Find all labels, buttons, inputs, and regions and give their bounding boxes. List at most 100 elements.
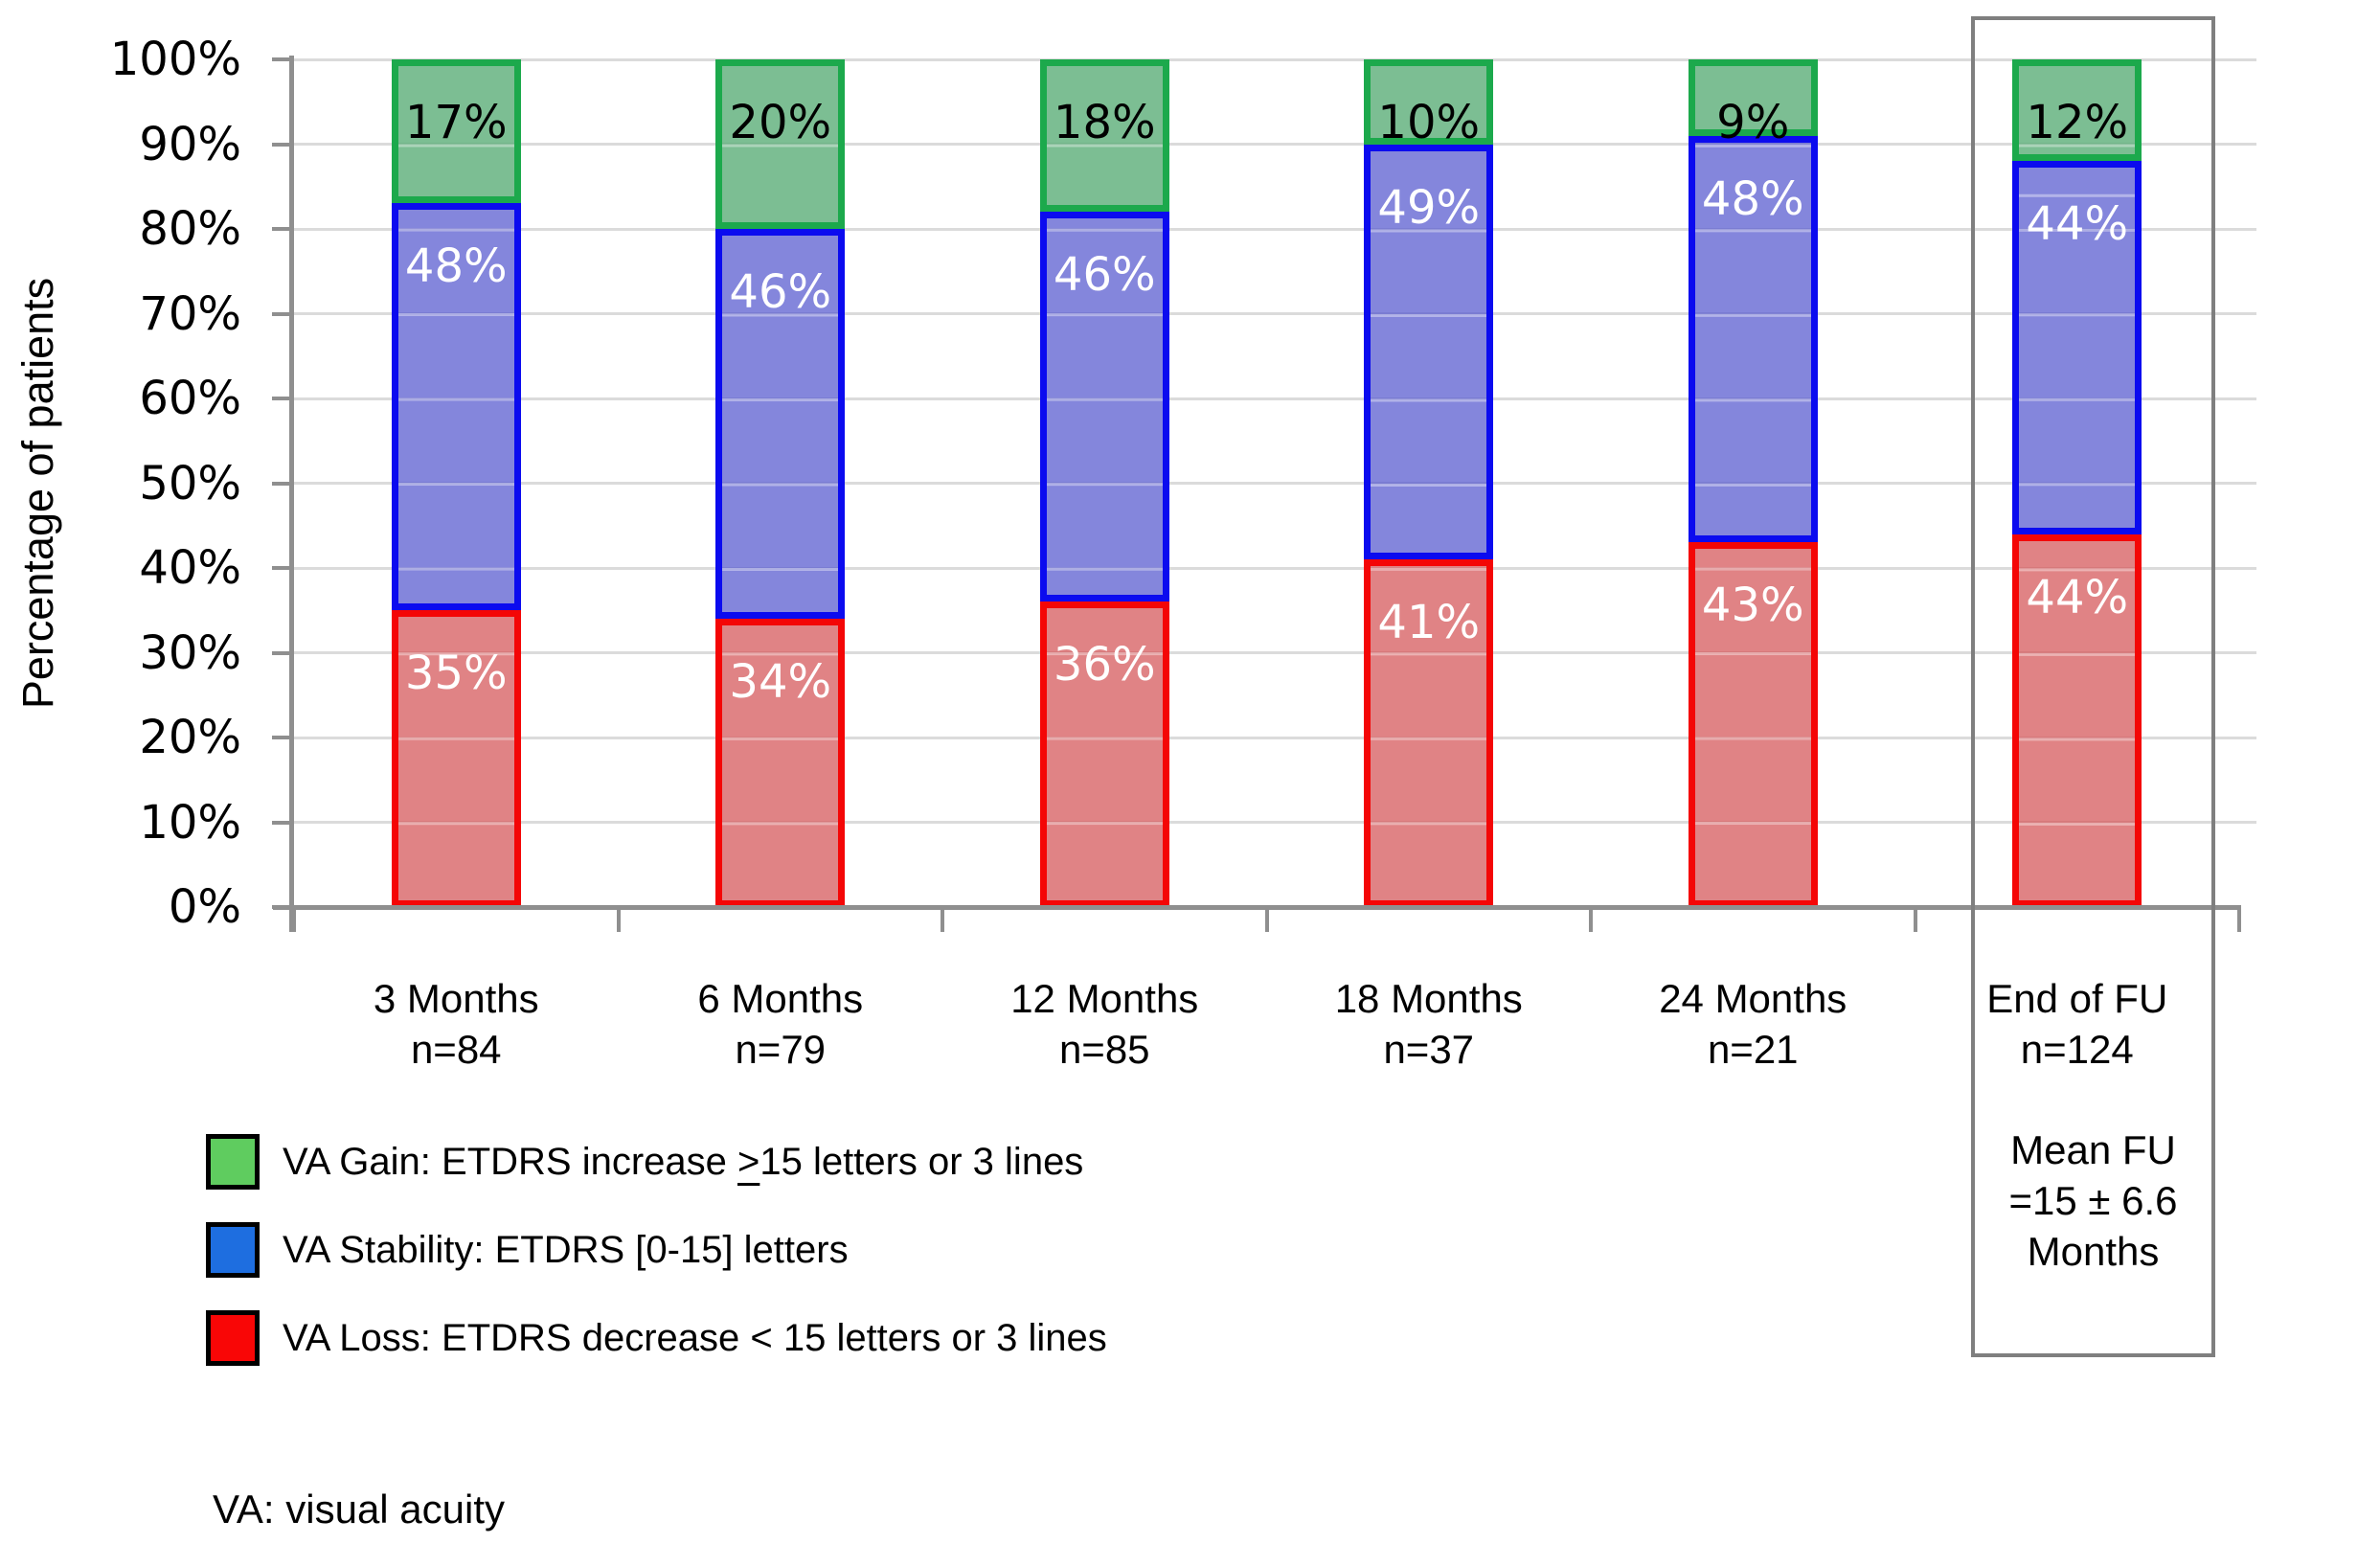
bar-segment-border-va-gain bbox=[1364, 59, 1494, 145]
x-axis-line bbox=[273, 905, 2241, 910]
y-axis-tick-label: 40% bbox=[139, 541, 241, 595]
bar-segment-va-stability bbox=[391, 203, 521, 611]
bar-segment-label: 12% bbox=[2026, 96, 2129, 149]
bar-segment-border-va-stability bbox=[1364, 144, 1494, 560]
mean-fu-note-line: Mean FU bbox=[2010, 1127, 2176, 1172]
y-axis-tick bbox=[272, 566, 294, 570]
y-axis-tick-label: 30% bbox=[139, 625, 241, 680]
footnote: VA: visual acuity bbox=[213, 1487, 506, 1532]
bar-segment-va-loss bbox=[1039, 601, 1169, 907]
va-gain-swatch-icon bbox=[206, 1134, 260, 1190]
bar-segment-border-va-loss bbox=[391, 610, 521, 907]
y-axis-tick-label: 80% bbox=[139, 202, 241, 256]
x-category-name: End of FU bbox=[1986, 976, 2168, 1021]
x-category-n: n=79 bbox=[735, 1027, 827, 1072]
y-axis-tick bbox=[272, 481, 294, 486]
bar-segment-border-va-stability bbox=[2012, 161, 2142, 534]
x-category-label: 12 Months n=85 bbox=[942, 973, 1267, 1075]
bar-segment-va-stability bbox=[715, 229, 846, 620]
x-category-n: n=124 bbox=[2020, 1027, 2134, 1072]
bar-segment-label: 44% bbox=[2026, 570, 2129, 624]
y-axis-tick bbox=[272, 311, 294, 316]
bar-segment-border-va-stability bbox=[1039, 212, 1169, 602]
bar-segment-border-va-gain bbox=[715, 59, 846, 229]
y-axis-tick bbox=[272, 736, 294, 739]
bar-segment-label: 41% bbox=[1377, 596, 1481, 650]
x-category-name: 12 Months bbox=[1010, 976, 1199, 1021]
x-axis-tick bbox=[616, 907, 621, 932]
bar-segment-va-loss bbox=[715, 619, 846, 907]
bar-segment-label: 46% bbox=[729, 265, 832, 319]
legend-label-va-gain-post: 15 letters or 3 lines bbox=[759, 1140, 1084, 1183]
bar-segment-va-stability bbox=[1688, 135, 1818, 543]
mean-fu-note-line: Months bbox=[2027, 1229, 2160, 1274]
bar-segment-border-va-stability bbox=[715, 229, 846, 620]
bar-segment-va-gain bbox=[1039, 59, 1169, 213]
legend-label-va-stability: VA Stability: ETDRS [0-15] letters bbox=[283, 1228, 849, 1271]
bar-segment-border-va-loss bbox=[1688, 542, 1818, 907]
legend-item-va-gain: VA Gain: ETDRS increase >15 letters or 3… bbox=[206, 1134, 1083, 1190]
x-category-n: n=21 bbox=[1707, 1027, 1799, 1072]
y-axis-tick bbox=[272, 227, 294, 231]
bar-segment-va-loss bbox=[391, 610, 521, 907]
x-category-label: 3 Months n=84 bbox=[294, 973, 619, 1075]
bar-segment-label: 20% bbox=[729, 96, 832, 149]
x-category-n: n=84 bbox=[410, 1027, 502, 1072]
bar-segment-va-gain bbox=[715, 59, 846, 229]
bar-segment-label: 44% bbox=[2026, 197, 2129, 252]
bar-segment-border-va-stability bbox=[1688, 135, 1818, 543]
bar-segment-va-stability bbox=[2012, 161, 2142, 534]
bar-segment-label: 17% bbox=[404, 96, 508, 149]
y-axis-tick-label: 50% bbox=[139, 456, 241, 511]
bar-segment-label: 46% bbox=[1053, 248, 1156, 303]
x-category-n: n=85 bbox=[1058, 1027, 1150, 1072]
y-axis-tick bbox=[272, 397, 294, 400]
bar-segment-label: 10% bbox=[1377, 96, 1481, 149]
bar-segment-va-gain bbox=[1364, 59, 1494, 145]
gridline bbox=[294, 143, 2256, 146]
y-axis-tick-label: 90% bbox=[139, 117, 241, 171]
legend-item-va-stability: VA Stability: ETDRS [0-15] letters bbox=[206, 1222, 849, 1278]
bar-segment-label: 9% bbox=[1716, 96, 1790, 149]
x-category-label: End of FU n=124 bbox=[1915, 973, 2240, 1075]
gridline bbox=[294, 397, 2256, 400]
bar-segment-va-gain bbox=[2012, 59, 2142, 162]
bar-segment-label: 34% bbox=[729, 655, 832, 710]
bar-segment-va-loss bbox=[1688, 542, 1818, 907]
greater-equal-symbol: > bbox=[737, 1140, 760, 1183]
x-axis-tick bbox=[1913, 907, 1917, 932]
legend-label-va-gain: VA Gain: ETDRS increase >15 letters or 3… bbox=[283, 1141, 1083, 1184]
legend-label-va-gain-pre: VA Gain: ETDRS increase bbox=[283, 1140, 737, 1183]
bar-segment-label: 48% bbox=[404, 239, 508, 294]
bar-segment-label: 43% bbox=[1701, 579, 1804, 633]
bar-segment-border-va-gain bbox=[1688, 59, 1818, 136]
gridline bbox=[294, 57, 2256, 61]
y-axis-tick bbox=[272, 142, 294, 147]
bar-segment-va-loss bbox=[2012, 533, 2142, 907]
bar-segment-va-stability bbox=[1364, 144, 1494, 560]
bar-segment-va-loss bbox=[1364, 559, 1494, 907]
x-axis-tick bbox=[1264, 907, 1269, 932]
x-category-name: 3 Months bbox=[373, 976, 539, 1021]
y-axis-tick-label: 100% bbox=[109, 33, 241, 86]
y-axis-tick bbox=[272, 650, 294, 655]
x-axis-tick bbox=[2237, 907, 2241, 932]
x-category-name: 18 Months bbox=[1334, 976, 1523, 1021]
gridline bbox=[294, 482, 2256, 485]
bar-segment-label: 35% bbox=[404, 647, 508, 701]
y-axis-tick-label: 0% bbox=[168, 880, 241, 934]
va-stability-swatch-icon bbox=[206, 1222, 260, 1278]
bar-segment-label: 18% bbox=[1053, 96, 1156, 149]
legend-item-va-loss: VA Loss: ETDRS decrease < 15 letters or … bbox=[206, 1310, 1107, 1366]
gridline bbox=[294, 821, 2256, 824]
x-category-label: 6 Months n=79 bbox=[619, 973, 943, 1075]
y-axis-tick bbox=[272, 57, 294, 61]
y-axis-tick-label: 20% bbox=[139, 711, 241, 764]
bar-segment-label: 36% bbox=[1053, 638, 1156, 692]
bar-segment-border-va-gain bbox=[391, 59, 521, 204]
bar-segment-border-va-loss bbox=[715, 619, 846, 907]
legend-label-va-loss: VA Loss: ETDRS decrease < 15 letters or … bbox=[283, 1316, 1107, 1359]
y-axis-tick-label: 10% bbox=[139, 795, 241, 850]
x-category-n: n=37 bbox=[1383, 1027, 1475, 1072]
